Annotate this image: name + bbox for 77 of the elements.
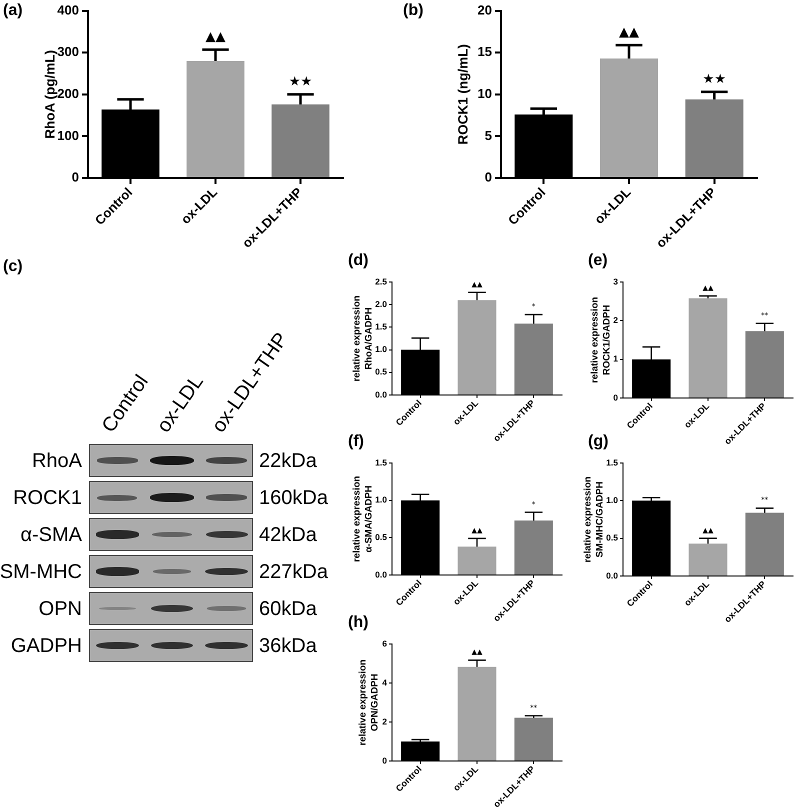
annotation: ★★: [702, 72, 726, 87]
y-tick-label: 200: [57, 86, 79, 101]
category-label: 36kDa: [259, 634, 317, 656]
y-tick-label: 1.5: [375, 457, 388, 468]
y-tick-label: 0.5: [375, 532, 388, 542]
y-tick-label: 5: [484, 128, 492, 143]
bar: [685, 99, 744, 177]
category-label: 22kDa: [259, 450, 317, 472]
bar: [458, 546, 496, 574]
bar: [514, 324, 553, 394]
chart-title: (g): [588, 433, 608, 450]
bar: [514, 520, 553, 574]
text: (c): [3, 258, 23, 275]
y-tick-label: 6: [382, 638, 388, 648]
y-tick-label: 0.0: [375, 389, 388, 400]
chart-title: (b): [403, 2, 424, 19]
annotation: ★★: [288, 74, 312, 90]
chart-title: (d): [348, 252, 368, 269]
y-tick-label: 400: [57, 2, 79, 18]
y-axis-title: relative expression RhoA/GADPH: [352, 295, 375, 382]
y-tick-label: 0.5: [606, 532, 618, 543]
category-label: ROCK1: [13, 486, 82, 508]
y-tick-label: 0.5: [375, 366, 388, 377]
y-tick-label: 0: [613, 392, 618, 402]
y-tick-label: 2.0: [375, 298, 388, 309]
chart-title: (e): [588, 252, 608, 269]
category-label: GADPH: [10, 634, 82, 656]
y-tick-label: 0.0: [606, 570, 618, 580]
category-label: OPN: [38, 598, 82, 620]
category-label: SM-MHC: [0, 560, 82, 582]
y-tick-label: 0: [484, 170, 492, 185]
chart-title: (h): [348, 614, 368, 631]
y-tick-label: 0: [382, 755, 388, 766]
y-tick-label: 1.0: [606, 495, 618, 506]
bar: [745, 512, 784, 576]
y-axis-title: relative expression OPN/GADPH: [358, 659, 381, 746]
chart-title: (f): [348, 433, 364, 450]
category-label: 227kDa: [259, 560, 328, 582]
y-tick-label: 2: [613, 315, 618, 326]
y-axis-title: relative expression SM-MHC/GADPH: [582, 476, 606, 563]
y-tick-label: 0: [72, 170, 79, 185]
y-tick-label: 15: [478, 44, 492, 60]
y-axis-title: relative expression ROCK1/GADPH: [590, 296, 613, 384]
y-tick-label: 300: [57, 44, 79, 60]
y-tick-label: 10: [478, 86, 492, 101]
category-label: 60kDa: [259, 598, 317, 620]
y-tick-label: 2: [382, 716, 388, 726]
y-tick-label: 1: [613, 354, 618, 364]
y-axis-title: RhoA (pg/mL): [42, 50, 58, 139]
bar: [458, 300, 496, 394]
y-tick-label: 4: [382, 677, 388, 688]
bar: [186, 60, 244, 177]
bar: [688, 298, 728, 398]
annotation: ▲▲: [206, 30, 226, 45]
y-tick-label: 2.5: [375, 276, 388, 286]
y-tick-label: 20: [478, 2, 492, 18]
bar: [688, 544, 728, 576]
annotation: ▲▲: [619, 25, 639, 40]
y-tick-label: 1.0: [375, 494, 388, 505]
bar: [272, 104, 330, 177]
y-axis-title: relative expression α-SMA/GADPH: [352, 476, 375, 562]
category-label: 42kDa: [259, 524, 317, 546]
y-tick-label: 0.0: [375, 569, 388, 580]
y-tick-label: 100: [57, 128, 79, 143]
category-label: α-SMA: [20, 524, 82, 546]
y-tick-label: 1.5: [606, 457, 618, 468]
chart-title: (a): [3, 2, 23, 19]
category-label: RhoA: [32, 450, 82, 472]
bar: [458, 666, 496, 760]
bar: [745, 331, 784, 398]
y-axis-title: ROCK1 (ng/mL): [456, 44, 471, 145]
category-label: 160kDa: [259, 486, 328, 508]
bar: [600, 58, 658, 177]
y-tick-label: 3: [613, 276, 618, 286]
y-tick-label: 1.0: [375, 344, 388, 354]
bar: [514, 718, 553, 760]
y-tick-label: 1.5: [375, 322, 388, 332]
